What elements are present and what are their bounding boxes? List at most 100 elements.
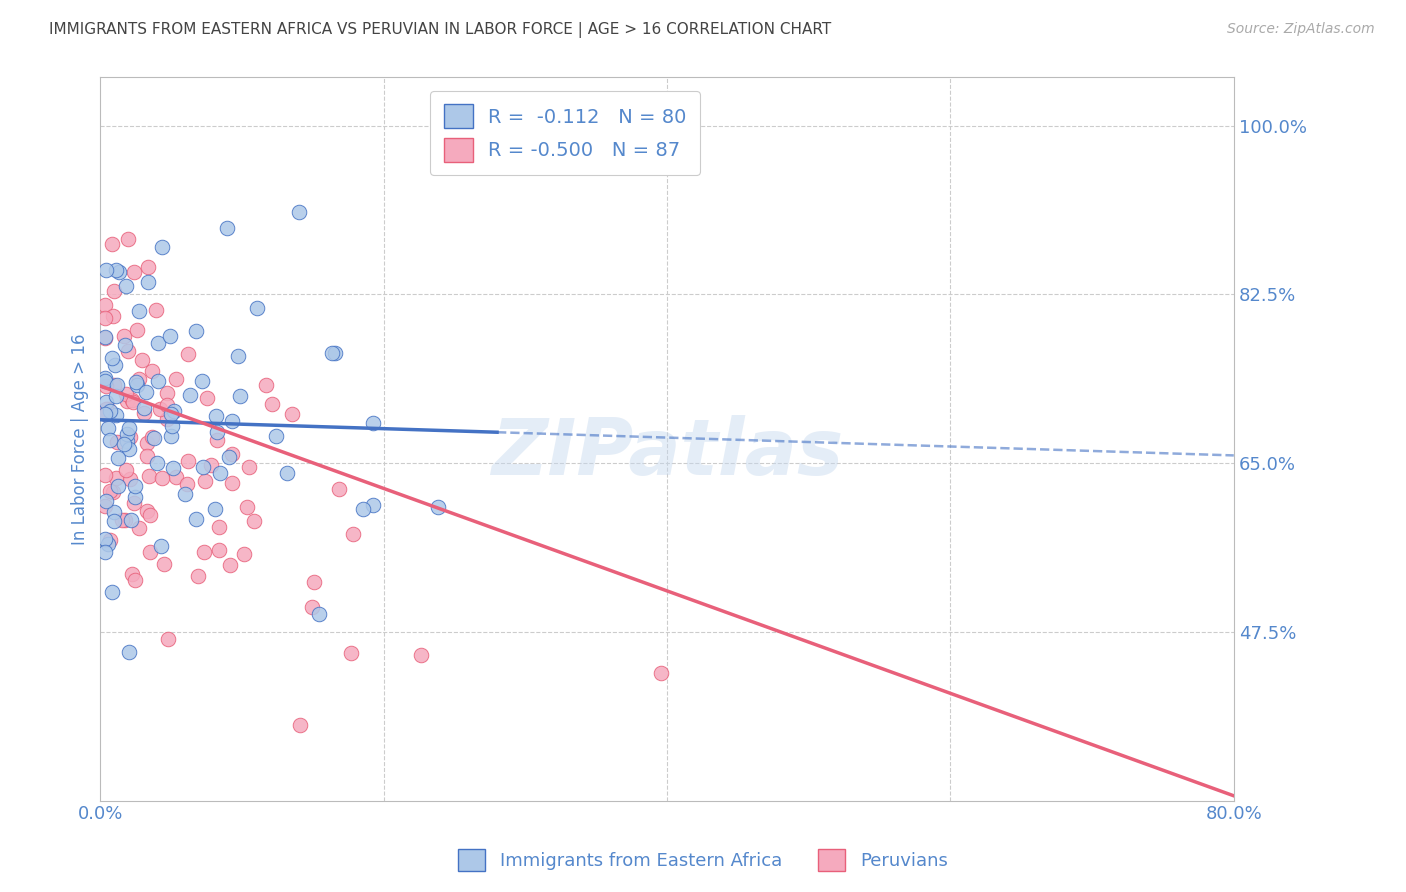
Point	[100, 404, 122, 418]
Point	[97, 421, 120, 435]
Point	[288, 718, 311, 732]
Point	[149, 401, 172, 416]
Point	[98, 483, 121, 498]
Point	[96, 402, 118, 417]
Point	[184, 512, 207, 526]
Point	[107, 479, 129, 493]
Point	[221, 446, 243, 460]
Point	[280, 407, 302, 421]
Point	[103, 377, 125, 392]
Point	[179, 388, 201, 402]
Point	[363, 499, 385, 513]
Point	[124, 573, 146, 587]
Point	[115, 462, 138, 476]
Point	[124, 491, 146, 505]
Point	[165, 470, 187, 484]
Point	[323, 345, 346, 359]
Point	[105, 377, 128, 392]
Point	[262, 397, 284, 411]
Point	[226, 350, 249, 364]
Point	[218, 450, 240, 464]
Text: IMMIGRANTS FROM EASTERN AFRICA VS PERUVIAN IN LABOR FORCE | AGE > 16 CORRELATION: IMMIGRANTS FROM EASTERN AFRICA VS PERUVI…	[49, 22, 831, 38]
Point	[101, 237, 124, 252]
Point	[276, 467, 298, 481]
Point	[93, 407, 115, 421]
Point	[101, 585, 124, 599]
Point	[160, 419, 183, 434]
Point	[114, 387, 136, 401]
Point	[93, 467, 115, 482]
Point	[136, 504, 159, 518]
Point	[105, 471, 128, 485]
Point	[104, 409, 127, 423]
Point	[118, 421, 141, 435]
Point	[221, 476, 243, 491]
Point	[215, 220, 238, 235]
Point	[94, 379, 117, 393]
Point	[221, 414, 243, 428]
Point	[120, 513, 142, 527]
Point	[160, 429, 183, 443]
Point	[118, 442, 141, 457]
Point	[122, 395, 145, 409]
Point	[162, 461, 184, 475]
Point	[93, 370, 115, 384]
Point	[117, 344, 139, 359]
Point	[93, 311, 115, 326]
Point	[93, 331, 115, 345]
Legend: R =  -0.112   N = 80, R = -0.500   N = 87: R = -0.112 N = 80, R = -0.500 N = 87	[430, 91, 700, 175]
Point	[117, 232, 139, 246]
Point	[94, 329, 117, 343]
Point	[650, 665, 672, 680]
Legend: Immigrants from Eastern Africa, Peruvians: Immigrants from Eastern Africa, Peruvian…	[451, 842, 955, 879]
Point	[328, 483, 350, 497]
Point	[127, 323, 149, 337]
Point	[193, 545, 215, 559]
Point	[150, 239, 173, 253]
Point	[93, 500, 115, 514]
Point	[302, 574, 325, 589]
Point	[208, 543, 231, 558]
Point	[107, 450, 129, 465]
Point	[105, 389, 128, 403]
Y-axis label: In Labor Force | Age > 16: In Labor Force | Age > 16	[72, 334, 89, 545]
Point	[128, 371, 150, 385]
Point	[246, 301, 269, 315]
Point	[159, 329, 181, 343]
Point	[131, 352, 153, 367]
Point	[97, 537, 120, 551]
Point	[191, 374, 214, 388]
Point	[156, 398, 179, 412]
Point	[105, 262, 128, 277]
Point	[146, 374, 169, 388]
Point	[233, 547, 256, 561]
Point	[308, 607, 330, 621]
Point	[103, 514, 125, 528]
Point	[94, 298, 117, 312]
Point	[288, 205, 311, 219]
Point	[120, 472, 142, 486]
Point	[138, 469, 160, 483]
Point	[209, 467, 232, 481]
Point	[145, 456, 167, 470]
Point	[104, 358, 127, 372]
Point	[118, 430, 141, 444]
Point	[94, 394, 117, 409]
Point	[163, 404, 186, 418]
Point	[114, 338, 136, 352]
Point	[122, 265, 145, 279]
Point	[124, 479, 146, 493]
Point	[139, 545, 162, 559]
Point	[339, 646, 361, 660]
Point	[200, 458, 222, 472]
Point	[96, 262, 118, 277]
Point	[141, 430, 163, 444]
Point	[177, 454, 200, 468]
Point	[150, 539, 173, 553]
Point	[243, 514, 266, 528]
Point	[132, 406, 155, 420]
Text: Source: ZipAtlas.com: Source: ZipAtlas.com	[1227, 22, 1375, 37]
Point	[177, 347, 200, 361]
Point	[128, 521, 150, 535]
Point	[134, 401, 156, 415]
